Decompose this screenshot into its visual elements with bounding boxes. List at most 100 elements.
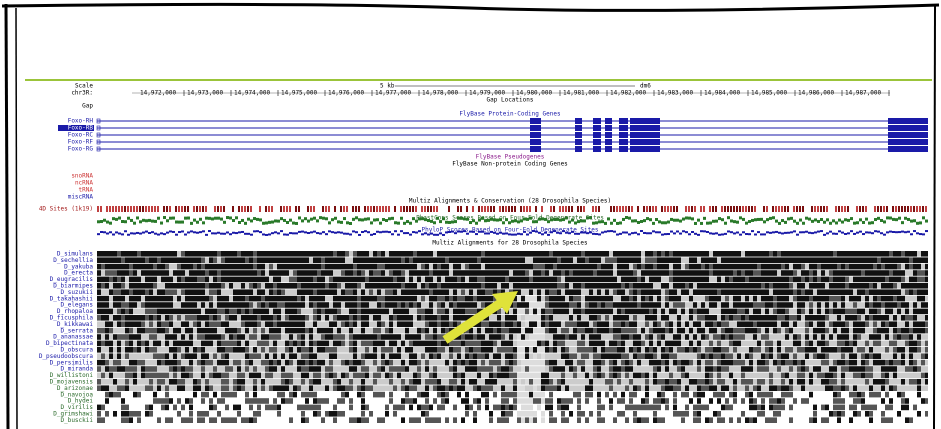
alignment-block: [905, 341, 909, 347]
alignment-block: [161, 277, 173, 283]
alignment-block: [181, 353, 185, 359]
alignment-block: [765, 379, 769, 385]
alignment-block: [381, 289, 385, 295]
alignment-block: [909, 328, 913, 334]
alignment-block: [769, 328, 773, 334]
phastcons-mark: [313, 217, 316, 220]
conservation-mark: [709, 206, 711, 212]
alignment-block: [669, 302, 673, 308]
conservation-mark: [484, 206, 486, 212]
alignment-block: [317, 302, 329, 308]
alignment-block: [429, 321, 437, 327]
alignment-block: [857, 315, 861, 321]
alignment-block: [521, 334, 525, 340]
alignment-block: [717, 398, 721, 404]
alignment-block: [569, 411, 573, 417]
alignment-block: [681, 264, 685, 270]
alignment-block: [569, 366, 573, 372]
alignment-block: [721, 309, 737, 315]
alignment-block: [361, 353, 365, 359]
alignment-block: [713, 353, 721, 359]
alignment-block: [289, 353, 297, 359]
alignment-block: [333, 251, 337, 257]
alignment-block: [673, 360, 677, 366]
alignment-block: [753, 398, 757, 404]
alignment-block: [477, 296, 493, 302]
alignment-block: [213, 315, 217, 321]
alignment-block: [193, 360, 197, 366]
alignment-block: [557, 341, 565, 347]
alignment-block: [849, 321, 853, 327]
alignment-block: [353, 321, 357, 327]
alignment-block: [589, 302, 597, 308]
alignment-block: [897, 373, 921, 379]
alignment-block: [881, 302, 885, 308]
phylop-mark: [421, 233, 424, 235]
alignment-block: [553, 366, 565, 372]
alignment-block: [405, 366, 409, 372]
alignment-block: [389, 309, 393, 315]
alignment-block: [897, 341, 905, 347]
conservation-mark: [259, 206, 261, 212]
alignment-block: [549, 360, 557, 366]
alignment-block: [809, 379, 813, 385]
alignment-block: [169, 341, 173, 347]
alignment-block: [397, 373, 401, 379]
alignment-block: [777, 366, 781, 372]
alignment-block: [569, 302, 577, 308]
alignment-block: [337, 251, 345, 257]
alignment-block: [441, 328, 445, 334]
alignment-block: [769, 385, 777, 391]
alignment-block: [901, 289, 905, 295]
alignment-block: [893, 347, 897, 353]
conservation-mark: [664, 206, 666, 212]
phastcons-mark: [607, 217, 610, 220]
phastcons-mark: [694, 222, 697, 225]
phylop-mark: [103, 231, 106, 233]
phastcons-mark: [787, 217, 790, 220]
alignment-block: [149, 341, 153, 347]
phastcons-mark: [604, 222, 607, 225]
alignment-block: [281, 360, 285, 366]
alignment-block: [713, 379, 717, 385]
phylop-mark: [547, 234, 550, 236]
alignment-block: [229, 379, 233, 385]
phylop-mark: [652, 230, 655, 232]
alignment-block: [597, 321, 609, 327]
alignment-block: [465, 353, 469, 359]
alignment-block: [257, 251, 333, 257]
alignment-block: [169, 264, 177, 270]
alignment-block: [373, 347, 377, 353]
phylop-mark: [688, 233, 691, 235]
alignment-block: [693, 289, 717, 295]
alignment-block: [777, 270, 781, 276]
alignment-block: [545, 315, 549, 321]
alignment-block: [413, 347, 425, 353]
phylop-mark: [130, 232, 133, 234]
alignment-block: [853, 341, 857, 347]
phastcons-mark: [103, 219, 106, 222]
alignment-block: [153, 398, 169, 404]
alignment-block: [153, 353, 165, 359]
alignment-block: [673, 328, 677, 334]
phylop-mark: [799, 231, 802, 233]
alignment-block: [457, 302, 477, 308]
alignment-block: [649, 373, 653, 379]
phylop-mark: [109, 231, 112, 233]
alignment-block: [149, 347, 157, 353]
alignment-block: [493, 392, 497, 398]
alignment-block: [809, 334, 813, 340]
alignment-block: [245, 283, 249, 289]
alignment-block: [625, 321, 629, 327]
alignment-block: [353, 379, 361, 385]
alignment-block: [865, 302, 869, 308]
alignment-block: [853, 385, 857, 391]
alignment-block: [193, 264, 197, 270]
alignment-block: [789, 334, 793, 340]
alignment-block: [645, 321, 649, 327]
exon: [619, 118, 628, 124]
phylop-mark: [202, 230, 205, 232]
alignment-block: [713, 251, 741, 257]
alignment-block: [449, 366, 453, 372]
conservation-mark: [835, 206, 837, 212]
